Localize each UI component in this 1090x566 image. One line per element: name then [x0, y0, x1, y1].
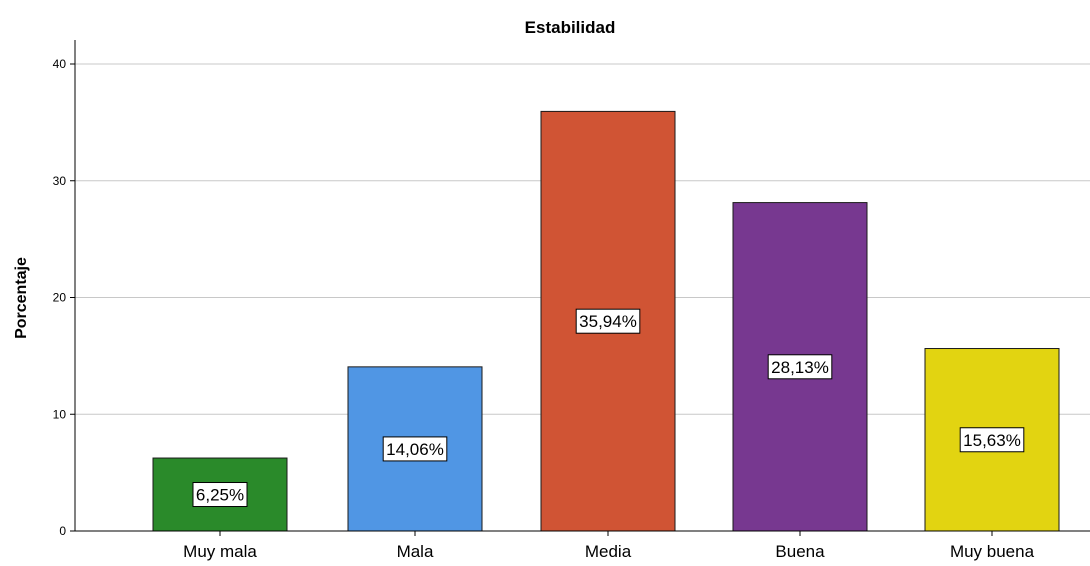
x-tick-label: Buena [775, 542, 825, 561]
chart-title: Estabilidad [525, 18, 616, 37]
data-label-text: 15,63% [963, 431, 1021, 450]
data-label-text: 6,25% [196, 486, 244, 505]
tick-labels: 0 10 20 30 40 Muy mala Mala Media Buena Muy buena [53, 57, 1035, 561]
data-label: 6,25% [192, 482, 248, 508]
data-label-box [382, 436, 448, 462]
y-tick-label: 10 [53, 407, 67, 421]
data-label-box [192, 482, 248, 508]
data-label-box [959, 427, 1025, 453]
data-label: 28,13% [767, 354, 833, 380]
data-label-text: 14,06% [386, 440, 444, 459]
x-tick-label: Mala [397, 542, 434, 561]
y-axis-label: Porcentaje [13, 257, 30, 339]
y-tick-label: 40 [53, 57, 67, 71]
data-label: 15,63% [959, 427, 1025, 453]
data-label-box [767, 354, 833, 380]
x-tick-label: Muy buena [950, 542, 1035, 561]
data-label-box [575, 308, 641, 334]
y-tick-label: 0 [59, 524, 66, 538]
y-tick-label: 30 [53, 174, 67, 188]
data-labels: 6,25% 14,06% 35,94% 28,13% 15,63% [192, 308, 1025, 508]
data-label: 35,94% [575, 308, 641, 334]
x-tick-label: Muy mala [183, 542, 257, 561]
data-label: 14,06% [382, 436, 448, 462]
y-tick-label: 20 [53, 291, 67, 305]
data-label-text: 28,13% [771, 358, 829, 377]
data-label-text: 35,94% [579, 312, 637, 331]
axes [70, 40, 1090, 536]
x-tick-label: Media [585, 542, 632, 561]
